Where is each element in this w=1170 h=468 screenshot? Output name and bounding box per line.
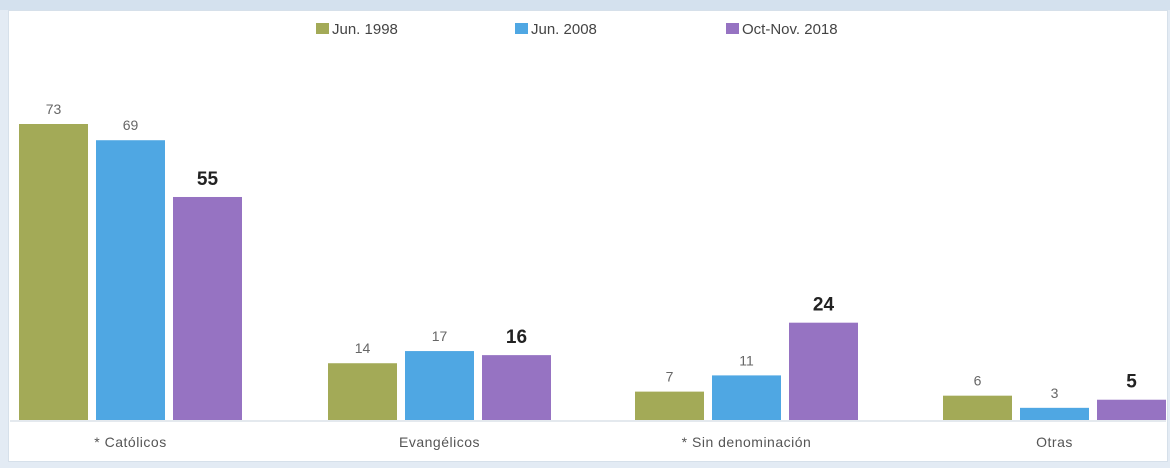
value-label-0-1: 69 [123, 117, 139, 133]
bar-0-2 [173, 196, 242, 420]
value-label-1-2: 16 [506, 327, 527, 348]
legend-label-0: Jun. 1998 [332, 21, 398, 38]
legend-label-2: Oct-Nov. 2018 [742, 21, 838, 38]
value-label-1-1: 17 [432, 328, 448, 344]
bar-2-1 [712, 375, 781, 420]
bar-0-0 [19, 124, 88, 420]
value-label-2-2: 24 [813, 295, 835, 316]
legend-swatch-1 [515, 23, 528, 34]
category-labels: * Católicos Evangélicos * Sin denominación… [94, 434, 1073, 450]
value-label-2-1: 11 [739, 352, 754, 368]
bar-1-2 [482, 355, 551, 420]
value-label-3-2: 5 [1126, 372, 1137, 393]
value-label-0-2: 55 [197, 169, 219, 190]
top-strip [0, 0, 1170, 10]
bar-0-1 [96, 140, 165, 420]
category-label-0: * Católicos [94, 434, 166, 450]
bar-2-0 [635, 391, 704, 420]
legend-swatch-2 [726, 23, 739, 34]
category-label-3: Otras [1036, 434, 1073, 450]
value-label-1-0: 14 [355, 340, 371, 356]
value-label-3-1: 3 [1051, 385, 1059, 401]
legend-label-1: Jun. 2008 [531, 21, 597, 38]
bar-1-1 [405, 351, 474, 420]
category-label-1: Evangélicos [399, 434, 480, 450]
legend: Jun. 1998 Jun. 2008 Oct-Nov. 2018 [316, 21, 838, 38]
bar-3-1 [1020, 407, 1089, 420]
bars [19, 124, 1166, 420]
bar-3-0 [943, 395, 1012, 420]
bar-2-2 [789, 322, 858, 420]
bar-1-0 [328, 363, 397, 420]
value-labels: 73 69 55 14 17 16 7 11 24 6 3 5 [46, 101, 1138, 401]
bar-3-2 [1097, 399, 1166, 420]
value-label-2-0: 7 [666, 369, 674, 385]
legend-swatch-0 [316, 23, 329, 34]
category-label-2: * Sin denominación [682, 434, 812, 450]
value-label-0-0: 73 [46, 101, 62, 117]
value-label-3-0: 6 [974, 373, 982, 389]
